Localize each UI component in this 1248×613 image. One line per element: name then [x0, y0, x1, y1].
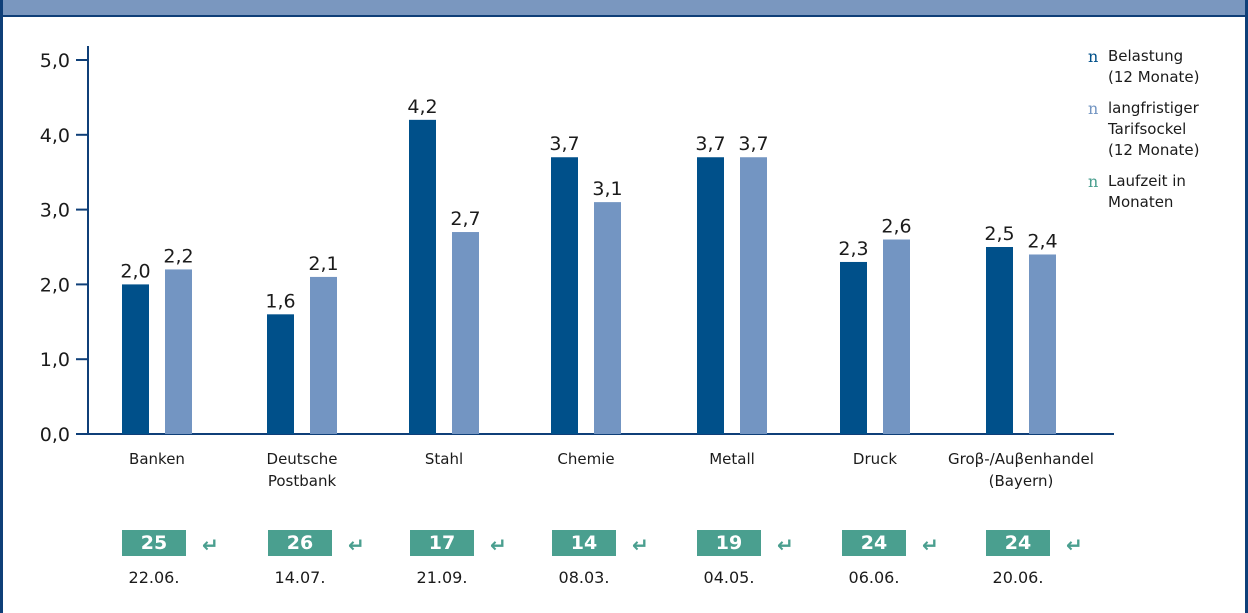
- y-tick-label: 3,0: [40, 200, 70, 222]
- header-band: [0, 0, 1248, 17]
- date-label: 22.06.: [128, 568, 180, 587]
- legend-label: Belastung (12 Monate): [1108, 47, 1200, 86]
- date-label: 14.07.: [274, 568, 326, 587]
- date-label: 04.05.: [703, 568, 755, 587]
- duration-tile: 26: [268, 530, 332, 556]
- y-tick-label: 2,0: [40, 274, 70, 296]
- x-tick-label: Chemie: [557, 450, 614, 468]
- x-tick-label: Deutsche: [267, 450, 338, 468]
- legend-marker: n: [1088, 47, 1099, 66]
- return-arrow-icon: ↵: [777, 533, 794, 557]
- left-border: [0, 0, 3, 613]
- bar: [697, 157, 724, 435]
- duration-tile: 25: [122, 530, 186, 556]
- legend-item: n Laufzeit in Monaten: [1088, 171, 1238, 213]
- legend: n Belastung (12 Monate) n langfristiger Tar…: [1088, 46, 1238, 223]
- return-arrow-icon: ↵: [202, 533, 219, 557]
- return-arrow-icon: ↵: [490, 533, 507, 557]
- bar-value-label: 2,3: [838, 238, 868, 260]
- bar: [310, 276, 337, 434]
- bar: [409, 119, 436, 434]
- bar: [740, 157, 767, 435]
- date-label: 08.03.: [558, 568, 610, 587]
- legend-item: n Belastung (12 Monate): [1088, 46, 1238, 88]
- return-arrow-icon: ↵: [632, 533, 649, 557]
- date-label: 06.06.: [848, 568, 900, 587]
- bar-value-label: 2,1: [308, 253, 338, 275]
- bar: [883, 239, 910, 434]
- bar-value-label: 3,7: [738, 133, 768, 155]
- legend-label: Laufzeit in Monaten: [1108, 172, 1186, 211]
- bar-value-label: 2,0: [120, 260, 150, 282]
- x-tick-label: Metall: [709, 450, 755, 468]
- y-tick-label: 0,0: [40, 424, 70, 446]
- bar: [551, 157, 578, 435]
- bar-value-label: 2,6: [881, 216, 911, 238]
- x-tick-label: (Bayern): [989, 472, 1054, 490]
- bar-value-label: 3,1: [592, 178, 622, 200]
- legend-item: n langfristiger Tarifsockel (12 Monate): [1088, 98, 1238, 161]
- bar-value-label: 2,5: [984, 223, 1014, 245]
- x-tick-label: Groβ-/Auβenhandel: [948, 450, 1094, 468]
- bar-value-label: 2,7: [450, 208, 480, 230]
- bar: [165, 269, 192, 434]
- bar: [840, 261, 867, 434]
- legend-label: langfristiger Tarifsockel (12 Monate): [1108, 99, 1200, 159]
- duration-tile: 24: [986, 530, 1050, 556]
- return-arrow-icon: ↵: [1066, 533, 1083, 557]
- legend-marker: n: [1088, 99, 1099, 118]
- bar-value-label: 3,7: [695, 133, 725, 155]
- duration-tile: 14: [552, 530, 616, 556]
- duration-tile: 17: [410, 530, 474, 556]
- duration-tile: 24: [842, 530, 906, 556]
- legend-marker: n: [1088, 172, 1099, 191]
- duration-tile: 19: [697, 530, 761, 556]
- return-arrow-icon: ↵: [922, 533, 939, 557]
- right-border: [1245, 0, 1248, 613]
- y-tick-label: 5,0: [40, 50, 70, 72]
- bar: [267, 314, 294, 434]
- bar: [594, 202, 621, 434]
- bar-value-label: 1,6: [265, 290, 295, 312]
- x-tick-label: Postbank: [268, 472, 337, 490]
- x-tick-label: Stahl: [425, 450, 463, 468]
- bar-value-label: 2,4: [1027, 230, 1057, 252]
- date-label: 21.09.: [416, 568, 468, 587]
- y-tick-label: 1,0: [40, 349, 70, 371]
- bar-value-label: 2,2: [163, 245, 193, 267]
- date-label: 20.06.: [992, 568, 1044, 587]
- bar: [452, 232, 479, 434]
- bar-value-label: 3,7: [549, 133, 579, 155]
- bar: [122, 284, 149, 434]
- x-tick-label: Banken: [129, 450, 185, 468]
- y-tick-label: 4,0: [40, 125, 70, 147]
- bar-value-label: 4,2: [407, 96, 437, 118]
- x-tick-label: Druck: [853, 450, 897, 468]
- bar: [986, 247, 1013, 434]
- bar: [1029, 254, 1056, 434]
- return-arrow-icon: ↵: [348, 533, 365, 557]
